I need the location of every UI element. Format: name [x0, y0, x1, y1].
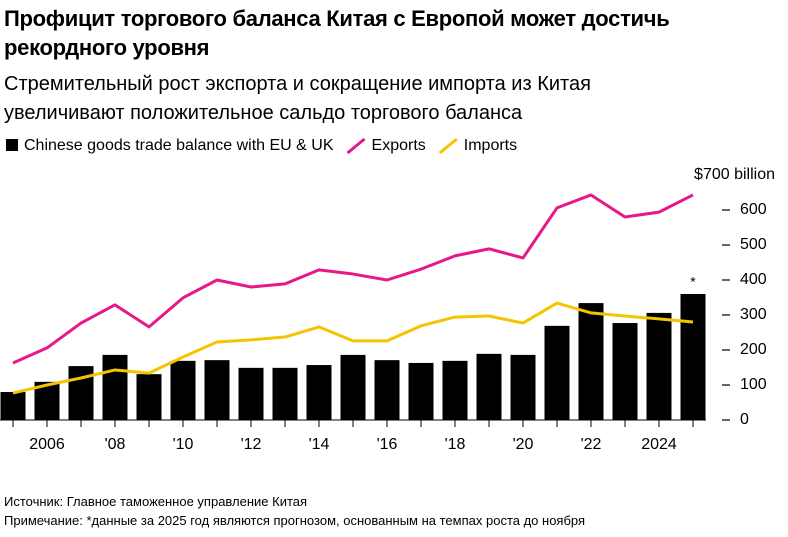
y-tick-label: 500 [740, 236, 767, 253]
source: Источник: Главное таможенное управление … [4, 494, 308, 509]
x-tick-label: '20 [513, 436, 534, 453]
bar [408, 362, 434, 420]
x-tick-label: '14 [309, 436, 330, 453]
bar [136, 374, 162, 420]
bar [340, 354, 366, 420]
chart-subtitle: Стремительный рост экспорта и сокращение… [4, 73, 591, 124]
bar [170, 360, 196, 420]
x-tick-label: 2006 [29, 436, 65, 453]
x-tick-label: '16 [377, 436, 398, 453]
legend-swatch [438, 137, 458, 155]
bar [68, 366, 94, 420]
x-tick-label: '08 [105, 436, 126, 453]
y-tick-label: 100 [740, 376, 767, 393]
bar [510, 354, 536, 420]
bar [476, 353, 502, 420]
y-tick-label: 0 [740, 411, 749, 428]
legend-label: Exports [372, 137, 426, 154]
y-tick-label: 600 [740, 201, 767, 218]
bar [306, 365, 332, 420]
x-tick-label: 2024 [641, 436, 677, 453]
note: Примечание: *данные за 2025 год являются… [4, 513, 586, 528]
bar [544, 325, 570, 420]
annotation: * [690, 274, 696, 290]
y-tick-label: $700 billion [694, 166, 775, 183]
x-tick-label: '22 [581, 436, 602, 453]
line-series [12, 193, 694, 365]
bar [578, 303, 604, 420]
bar [0, 392, 26, 420]
y-tick-label: 300 [740, 306, 767, 323]
bar [442, 360, 468, 420]
bar [102, 354, 128, 420]
legend-swatch [6, 139, 18, 151]
x-tick-label: '18 [445, 436, 466, 453]
bar [612, 323, 638, 420]
legend-swatch [346, 137, 366, 155]
x-tick-label: '10 [173, 436, 194, 453]
bar [238, 367, 264, 420]
bar [272, 367, 298, 420]
bar [646, 312, 672, 420]
legend-label: Imports [464, 137, 517, 154]
x-tick-label: '12 [241, 436, 262, 453]
y-tick-label: 200 [740, 341, 767, 358]
line-series [12, 301, 694, 395]
legend-label: Chinese goods trade balance with EU & UK [24, 137, 334, 154]
bar [680, 294, 706, 420]
chart-title: Профицит торгового баланса Китая с Европ… [4, 6, 670, 60]
bar [204, 360, 230, 420]
bar [374, 360, 400, 420]
y-tick-label: 400 [740, 271, 767, 288]
